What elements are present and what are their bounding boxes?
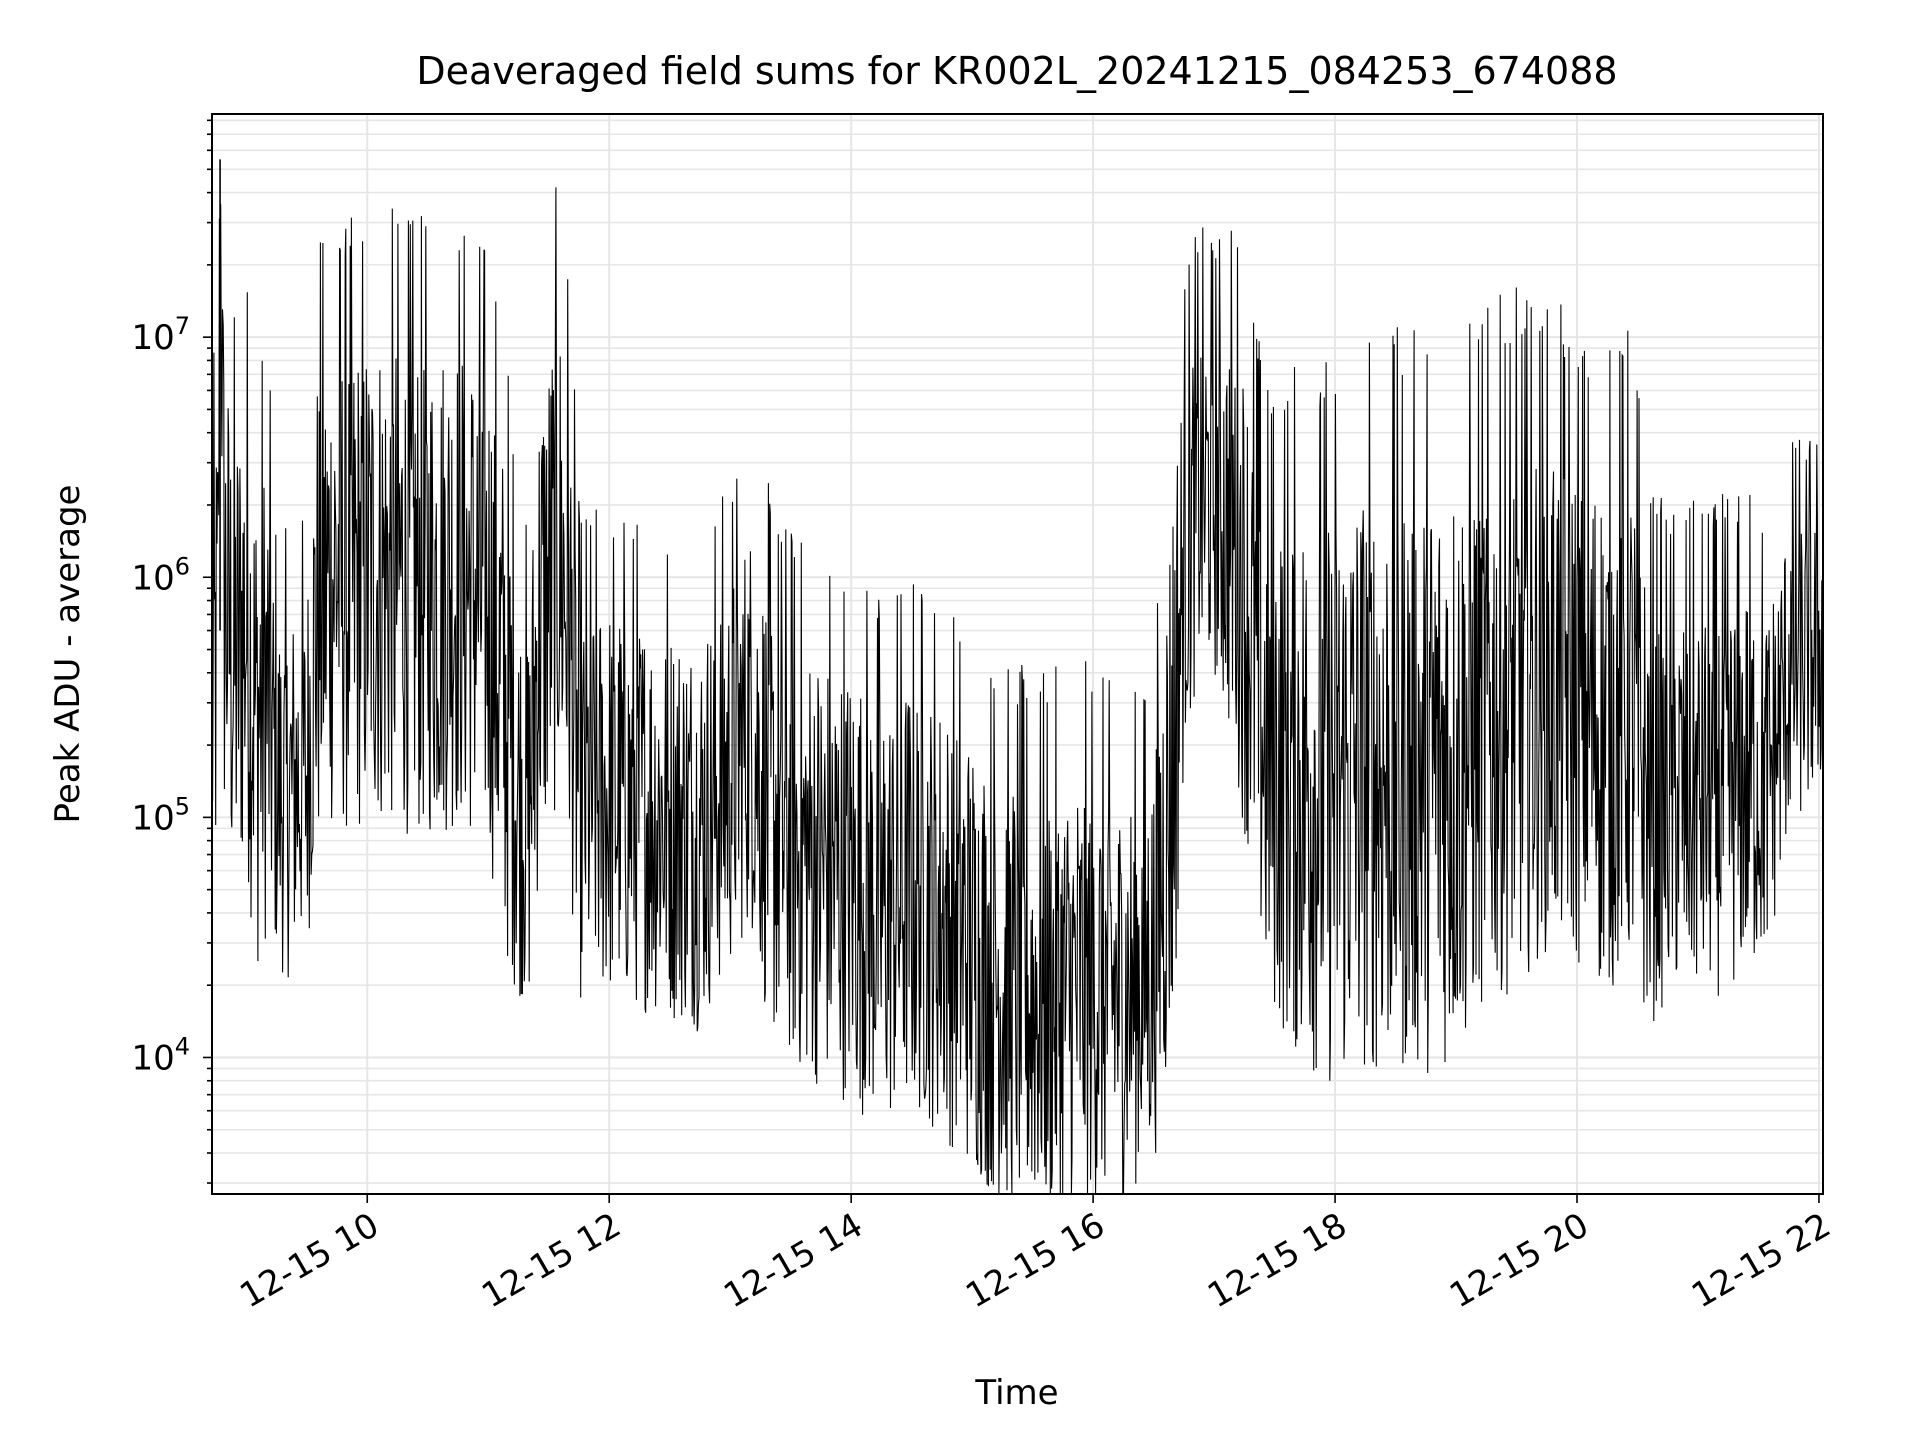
chart-title: Deaveraged field sums for KR002L_2024121… [416,49,1617,93]
y-tick-label: 106 [131,552,190,598]
x-tick-label: 12-15 10 [233,1205,385,1316]
y-axis-label: Peak ADU - average [48,485,88,824]
x-tick-label: 12-15 12 [475,1205,627,1316]
x-tick-label: 12-15 14 [717,1205,869,1316]
x-tick-label: 12-15 22 [1685,1205,1837,1316]
x-tick-label: 12-15 16 [959,1205,1111,1316]
series-path [211,187,1824,1194]
y-tick-label: 104 [131,1032,190,1078]
y-tick-label: 105 [131,792,190,838]
x-axis-label: Time [974,1373,1058,1413]
x-axis: 12-15 10 12-15 12 12-15 14 12-15 16 12-15 18… [233,1194,1837,1316]
y-tick-label: 107 [131,312,190,358]
y-axis: 104 105 106 107 [131,119,212,1184]
series-line [211,159,1824,1194]
x-tick-label: 12-15 20 [1443,1205,1595,1316]
plot-frame [211,113,1824,1195]
x-tick-label: 12-15 18 [1201,1205,1353,1316]
